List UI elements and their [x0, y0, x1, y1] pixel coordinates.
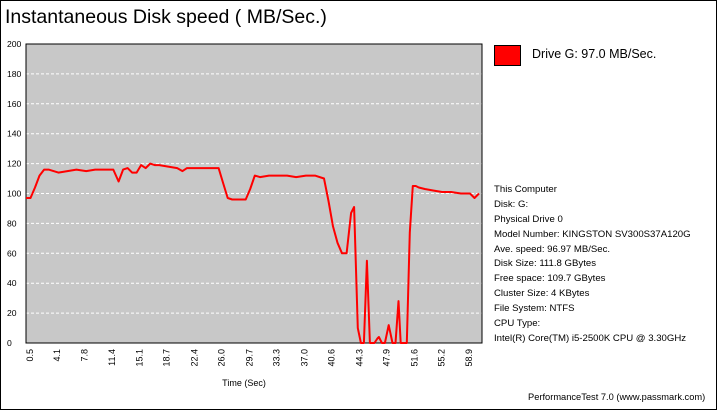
- info-line: Disk: G:: [494, 198, 529, 210]
- info-line: Model Number: KINGSTON SV300S37A120G: [494, 228, 691, 240]
- x-tick-label: 0.5: [25, 349, 35, 362]
- info-line: Cluster Size: 4 KBytes: [494, 288, 590, 300]
- info-line: Free space: 109.7 GBytes: [494, 273, 606, 285]
- x-tick-label: 15.1: [135, 349, 145, 367]
- info-line: Disk Size: 111.8 GBytes: [494, 258, 597, 270]
- y-tick-label: 40: [7, 278, 17, 288]
- x-tick-label: 11.4: [107, 349, 117, 366]
- legend-label: Drive G: 97.0 MB/Sec.: [532, 47, 657, 61]
- y-tick-label: 180: [7, 69, 22, 79]
- y-tick-label: 20: [7, 308, 17, 318]
- x-tick-label: 44.3: [354, 349, 364, 367]
- x-tick-label: 33.3: [272, 349, 282, 367]
- x-tick-label: 51.6: [409, 349, 419, 367]
- system-info-panel: This Computer Disk: G: Physical Drive 0 …: [494, 183, 716, 347]
- x-tick-label: 4.1: [52, 349, 62, 362]
- y-tick-label: 120: [7, 159, 22, 169]
- x-tick-label: 40.6: [327, 349, 337, 367]
- x-tick-label: 37.0: [299, 349, 309, 367]
- x-tick-label: 22.4: [190, 349, 200, 367]
- x-tick-label: 18.7: [162, 349, 172, 367]
- y-tick-label: 60: [7, 248, 17, 258]
- y-tick-label: 200: [7, 39, 22, 49]
- info-line: Physical Drive 0: [494, 213, 563, 225]
- y-tick-label: 140: [7, 129, 22, 139]
- info-line: This Computer: [494, 184, 557, 195]
- x-tick-label: 7.8: [80, 349, 90, 362]
- y-tick-label: 100: [7, 189, 22, 199]
- series-line: [26, 162, 480, 344]
- x-tick-label: 47.9: [381, 349, 391, 367]
- y-tick-label: 160: [7, 99, 22, 109]
- plot-frame: [25, 43, 483, 344]
- x-tick-label: 58.9: [464, 349, 474, 367]
- y-tick-label: 80: [7, 218, 17, 228]
- info-line: Ave. speed: 96.97 MB/Sec.: [494, 243, 611, 255]
- x-tick-label: 29.7: [244, 349, 254, 367]
- x-axis-label: Time (Sec): [222, 378, 266, 388]
- chart-title: Instantaneous Disk speed ( MB/Sec.): [5, 6, 327, 28]
- info-line: File System: NTFS: [494, 303, 575, 315]
- legend-swatch: [494, 45, 521, 66]
- y-tick-label: 0: [7, 338, 12, 348]
- x-tick-label: 55.2: [436, 349, 446, 367]
- info-line: Intel(R) Core(TM) i5-2500K CPU @ 3.30GHz: [494, 332, 687, 344]
- info-line: CPU Type:: [494, 318, 541, 330]
- footer-text: PerformanceTest 7.0 (www.passmark.com): [528, 392, 706, 402]
- x-tick-label: 26.0: [217, 349, 227, 367]
